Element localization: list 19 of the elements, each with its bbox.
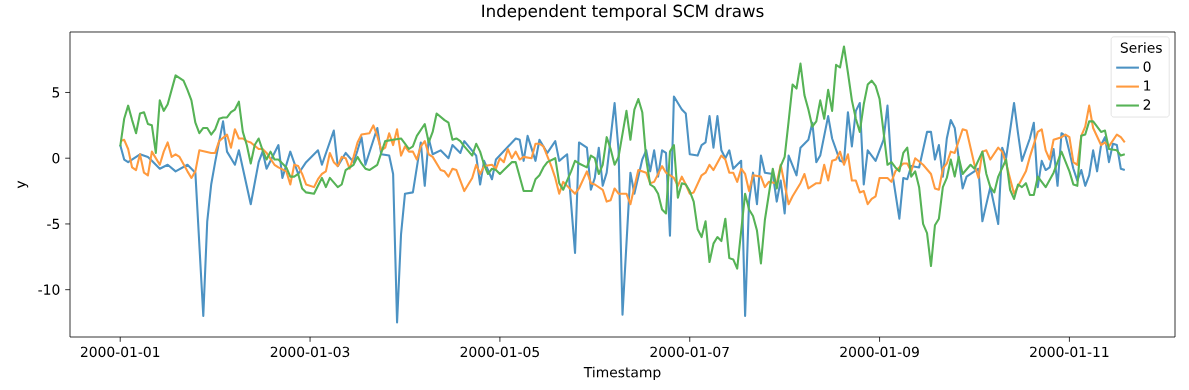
legend-label: 2	[1143, 99, 1151, 110]
x-tick-label: 2000-01-05	[460, 346, 539, 358]
legend-label: 0	[1143, 61, 1151, 72]
chart-title: Independent temporal SCM draws	[482, 4, 764, 21]
y-tick-label: 5	[52, 87, 60, 98]
line-series	[119, 95, 1126, 324]
line-series	[119, 104, 1126, 206]
x-axis-title: Timestamp	[583, 366, 661, 381]
x-tick-label: 2000-01-01	[80, 346, 160, 358]
y-tick-label: -5	[47, 218, 60, 230]
x-tick-label: 2000-01-03	[270, 346, 350, 358]
legend-title: Series	[1120, 42, 1162, 53]
x-tick-label: 2000-01-11	[1030, 346, 1109, 358]
x-tick-label: 2000-01-07	[650, 346, 729, 358]
y-tick-label: 0	[52, 152, 60, 164]
x-tick-label: 2000-01-09	[840, 346, 919, 358]
y-axis-title: y	[17, 180, 29, 189]
y-tick-label: -10	[38, 284, 60, 295]
legend-label: 1	[1144, 80, 1151, 91]
